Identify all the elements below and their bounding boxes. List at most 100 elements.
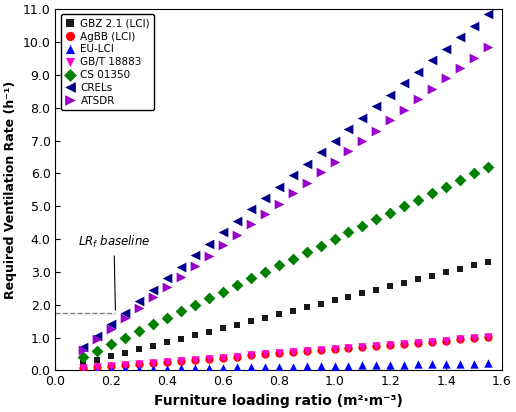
GB/T 18883 bbox=[247, 352, 255, 359]
ATSDR bbox=[163, 284, 171, 290]
GBZ 2.1 (LCI) bbox=[316, 301, 325, 307]
CRELs bbox=[233, 218, 241, 224]
AgBB (LCI) bbox=[456, 336, 464, 343]
EU-LCI bbox=[219, 364, 227, 371]
EU-LCI bbox=[386, 362, 394, 368]
ATSDR bbox=[330, 159, 338, 165]
CS 01350 bbox=[386, 209, 394, 216]
AgBB (LCI) bbox=[442, 337, 450, 344]
GB/T 18883 bbox=[93, 364, 102, 370]
ATSDR bbox=[428, 86, 437, 92]
CRELs bbox=[470, 22, 478, 29]
EU-LCI bbox=[330, 363, 338, 369]
AgBB (LCI) bbox=[233, 353, 241, 360]
EU-LCI bbox=[316, 363, 325, 369]
GBZ 2.1 (LCI) bbox=[372, 287, 380, 293]
CRELs bbox=[205, 241, 213, 247]
CRELs bbox=[302, 160, 311, 167]
EU-LCI bbox=[456, 360, 464, 367]
GBZ 2.1 (LCI) bbox=[414, 276, 423, 283]
EU-LCI bbox=[79, 367, 88, 373]
GB/T 18883 bbox=[358, 344, 366, 350]
ATSDR bbox=[205, 253, 213, 259]
CS 01350 bbox=[93, 347, 102, 354]
CRELs bbox=[121, 310, 130, 316]
ATSDR bbox=[191, 263, 199, 269]
GB/T 18883 bbox=[177, 358, 185, 364]
CRELs bbox=[261, 195, 269, 201]
ATSDR bbox=[275, 200, 283, 207]
Legend: GBZ 2.1 (LCI), AgBB (LCI), EU-LCI, GB/T 18883, CS 01350, CRELs, ATSDR: GBZ 2.1 (LCI), AgBB (LCI), EU-LCI, GB/T … bbox=[61, 14, 154, 110]
CS 01350 bbox=[205, 295, 213, 302]
AgBB (LCI) bbox=[149, 360, 157, 366]
ATSDR bbox=[121, 315, 130, 322]
EU-LCI bbox=[470, 360, 478, 367]
GBZ 2.1 (LCI) bbox=[219, 325, 227, 332]
GBZ 2.1 (LCI) bbox=[163, 339, 171, 346]
AgBB (LCI) bbox=[470, 335, 478, 342]
CS 01350 bbox=[191, 302, 199, 308]
ATSDR bbox=[247, 221, 255, 228]
CS 01350 bbox=[470, 170, 478, 177]
ATSDR bbox=[358, 138, 366, 144]
GBZ 2.1 (LCI) bbox=[470, 262, 478, 269]
ATSDR bbox=[316, 169, 325, 176]
GBZ 2.1 (LCI) bbox=[400, 280, 409, 286]
EU-LCI bbox=[205, 365, 213, 371]
EU-LCI bbox=[233, 364, 241, 371]
ATSDR bbox=[372, 127, 380, 134]
AgBB (LCI) bbox=[344, 345, 352, 351]
AgBB (LCI) bbox=[372, 342, 380, 349]
GBZ 2.1 (LCI) bbox=[330, 297, 338, 304]
CS 01350 bbox=[219, 288, 227, 295]
CS 01350 bbox=[261, 269, 269, 275]
ATSDR bbox=[219, 242, 227, 248]
CRELs bbox=[93, 332, 102, 339]
CS 01350 bbox=[316, 242, 325, 249]
CS 01350 bbox=[79, 354, 88, 360]
AgBB (LCI) bbox=[93, 364, 102, 370]
AgBB (LCI) bbox=[121, 362, 130, 368]
CRELs bbox=[247, 206, 255, 213]
GB/T 18883 bbox=[233, 353, 241, 360]
GB/T 18883 bbox=[191, 356, 199, 363]
CRELs bbox=[428, 57, 437, 63]
ATSDR bbox=[302, 180, 311, 186]
CS 01350 bbox=[233, 282, 241, 288]
AgBB (LCI) bbox=[400, 340, 409, 347]
GB/T 18883 bbox=[149, 360, 157, 366]
CRELs bbox=[219, 229, 227, 236]
ATSDR bbox=[107, 325, 116, 332]
GBZ 2.1 (LCI) bbox=[261, 315, 269, 321]
AgBB (LCI) bbox=[484, 334, 492, 341]
ATSDR bbox=[470, 54, 478, 61]
CRELs bbox=[456, 34, 464, 40]
EU-LCI bbox=[372, 362, 380, 368]
GBZ 2.1 (LCI) bbox=[135, 346, 143, 353]
EU-LCI bbox=[428, 361, 437, 368]
GB/T 18883 bbox=[288, 349, 297, 356]
GB/T 18883 bbox=[330, 346, 338, 352]
GBZ 2.1 (LCI) bbox=[358, 290, 366, 297]
ATSDR bbox=[79, 346, 88, 353]
AgBB (LCI) bbox=[358, 344, 366, 350]
CS 01350 bbox=[344, 229, 352, 236]
CRELs bbox=[79, 344, 88, 351]
AgBB (LCI) bbox=[219, 354, 227, 361]
ATSDR bbox=[344, 148, 352, 155]
EU-LCI bbox=[288, 363, 297, 370]
CS 01350 bbox=[135, 328, 143, 334]
GBZ 2.1 (LCI) bbox=[428, 273, 437, 279]
ATSDR bbox=[177, 273, 185, 280]
CRELs bbox=[386, 91, 394, 98]
EU-LCI bbox=[302, 363, 311, 370]
X-axis label: Furniture loading ratio (m²·m⁻³): Furniture loading ratio (m²·m⁻³) bbox=[154, 394, 403, 408]
ATSDR bbox=[288, 190, 297, 197]
CS 01350 bbox=[428, 190, 437, 197]
GB/T 18883 bbox=[205, 356, 213, 362]
AgBB (LCI) bbox=[177, 358, 185, 364]
CRELs bbox=[358, 114, 366, 121]
EU-LCI bbox=[400, 361, 409, 368]
AgBB (LCI) bbox=[79, 365, 88, 372]
CS 01350 bbox=[177, 308, 185, 315]
